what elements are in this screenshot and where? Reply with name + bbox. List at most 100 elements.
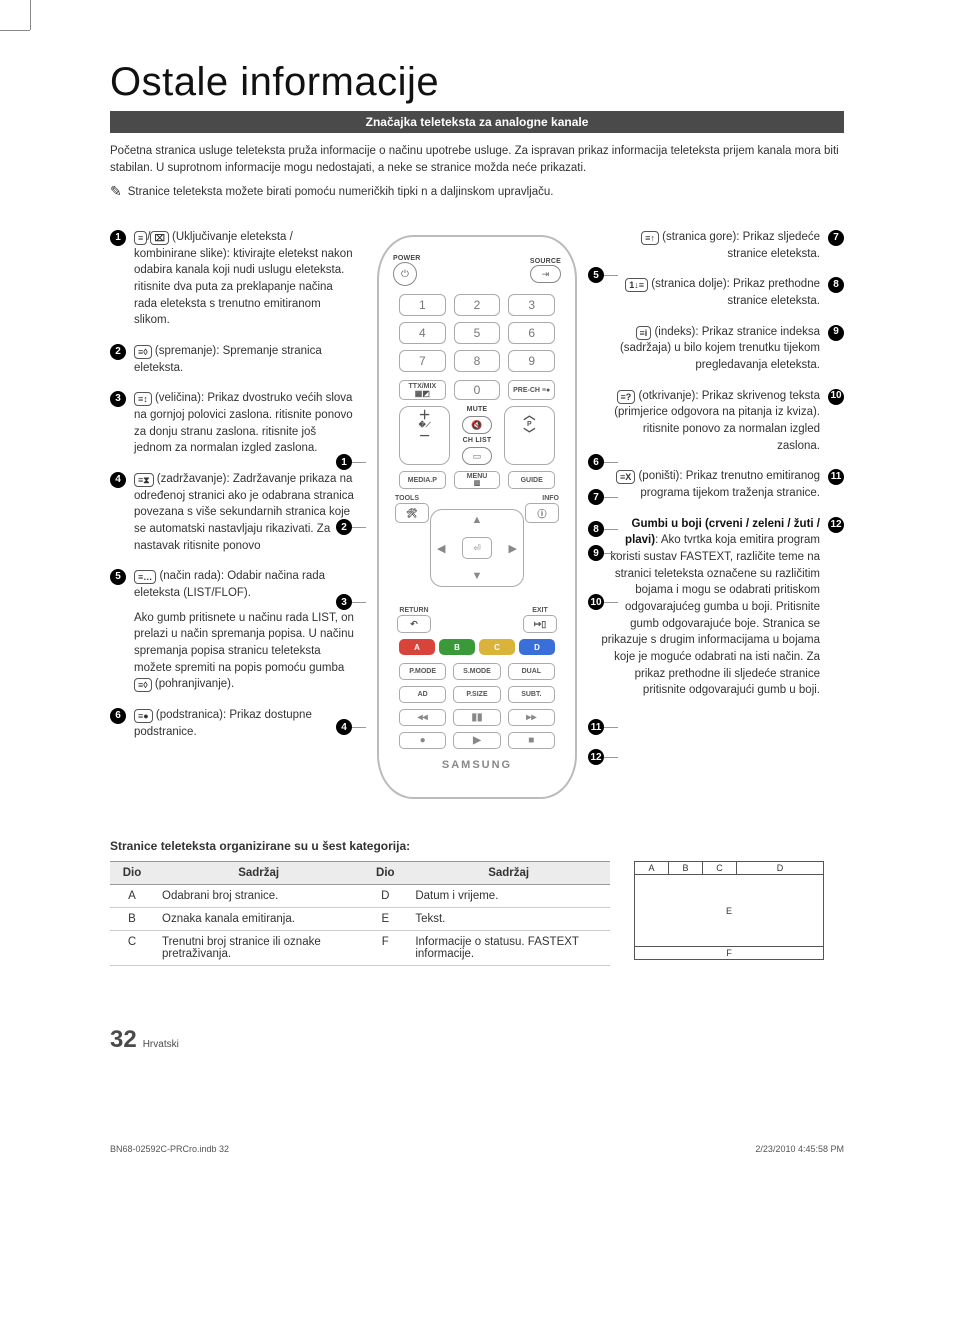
- teletext-symbol-icon: ⌧: [150, 231, 168, 245]
- tools-button[interactable]: 🛠: [395, 503, 429, 523]
- arrow-up-icon[interactable]: ▲: [472, 514, 483, 526]
- item-badge: 9: [828, 325, 844, 341]
- callout-badge: 12: [588, 749, 604, 765]
- num-key-3[interactable]: 3: [508, 294, 555, 316]
- num-key-1[interactable]: 1: [399, 294, 446, 316]
- color-button-b[interactable]: B: [439, 639, 475, 655]
- channel-rocker[interactable]: ︿P﹀: [504, 406, 555, 465]
- teletext-symbol-icon: ≡: [134, 231, 147, 245]
- arrow-left-icon[interactable]: ◀: [437, 542, 445, 555]
- mute-button[interactable]: 🔇: [462, 416, 492, 434]
- power-button[interactable]: ⏻: [393, 262, 417, 286]
- left-item: 2 ≡◊ (spremanje): Spremanje stranica elet…: [110, 343, 356, 376]
- mode-button[interactable]: DUAL: [508, 663, 555, 680]
- transport-button[interactable]: ▮▮: [453, 709, 500, 726]
- transport-button[interactable]: ■: [508, 732, 555, 749]
- mode-button[interactable]: AD: [399, 686, 446, 703]
- item-badge: 2: [110, 344, 126, 360]
- arrow-right-icon[interactable]: ▶: [509, 542, 517, 555]
- right-item: ≡↑ (stranica gore): Prikaz sljedeće stra…: [598, 229, 844, 262]
- callout-line: [604, 757, 618, 758]
- item-badge: 8: [828, 277, 844, 293]
- right-item: ≡? (otkrivanje): Prikaz skrivenog teksta…: [598, 388, 844, 455]
- footer: BN68-02592C-PRCro.indb 32 2/23/2010 4:45…: [110, 1144, 844, 1154]
- section-banner: Značajka teleteksta za analogne kanale: [110, 111, 844, 133]
- diagram-cell-d: D: [737, 862, 823, 875]
- source-button[interactable]: ⇥: [530, 265, 561, 283]
- num-key-9[interactable]: 9: [508, 350, 555, 372]
- diagram-cell-a: A: [635, 862, 669, 875]
- table-header: Sadržaj: [154, 862, 363, 885]
- ttx-mix-button[interactable]: TTX/MIX▦◩: [399, 380, 446, 400]
- media-p-button[interactable]: MEDIA.P: [399, 471, 446, 489]
- num-key-6[interactable]: 6: [508, 322, 555, 344]
- table-header: Dio: [363, 862, 407, 885]
- right-item: ≡X (poništi): Prikaz trenutno emitiranog…: [598, 468, 844, 501]
- mode-button[interactable]: P.SIZE: [453, 686, 500, 703]
- table-cell: Odabrani broj stranice.: [154, 885, 363, 908]
- teletext-symbol-icon: ≡◊: [134, 678, 152, 692]
- transport-button[interactable]: ◂◂: [399, 709, 446, 726]
- transport-button[interactable]: ▶: [453, 732, 500, 749]
- color-button-a[interactable]: A: [399, 639, 435, 655]
- return-label: RETURN: [399, 607, 428, 614]
- table-header: Dio: [110, 862, 154, 885]
- item-badge: 7: [828, 230, 844, 246]
- pre-ch-button[interactable]: PRE-CH ≡●: [508, 380, 555, 400]
- page: Ostale informacije Značajka teleteksta z…: [0, 0, 954, 1184]
- right-item: ≡i (indeks): Prikaz stranice indeksa (sa…: [598, 324, 844, 374]
- table-cell: B: [110, 908, 154, 931]
- color-buttons: ABCD: [399, 639, 555, 655]
- num-key-2[interactable]: 2: [454, 294, 501, 316]
- item-badge: 10: [828, 389, 844, 405]
- transport-button[interactable]: ▸▸: [508, 709, 555, 726]
- left-item: 3≡↕ (veličina): Prikaz dvostruko većih s…: [110, 390, 356, 457]
- info-button[interactable]: ⓘ: [525, 503, 559, 523]
- right-column: ≡↑ (stranica gore): Prikaz sljedeće stra…: [598, 229, 844, 713]
- menu-button[interactable]: MENU▥: [454, 471, 501, 489]
- arrow-down-icon[interactable]: ▼: [472, 570, 483, 582]
- table-header: Sadržaj: [407, 862, 610, 885]
- mode-button[interactable]: S.MODE: [453, 663, 500, 680]
- exit-button[interactable]: ↦▯: [523, 615, 557, 633]
- brand-logo: SAMSUNG: [393, 759, 561, 771]
- table-cell: Oznaka kanala emitiranja.: [154, 908, 363, 931]
- item-subtext: Ako gumb pritisnete u načinu rada LIST, …: [134, 610, 356, 693]
- color-button-c[interactable]: C: [479, 639, 515, 655]
- teletext-symbol-icon: ≡⧗: [134, 473, 154, 487]
- return-button[interactable]: ↶: [397, 615, 431, 633]
- page-number: 32Hrvatski: [110, 1026, 179, 1053]
- callout: 12: [588, 749, 618, 765]
- color-button-d[interactable]: D: [519, 639, 555, 655]
- mode-button[interactable]: SUBT.: [508, 686, 555, 703]
- num-key-5[interactable]: 5: [454, 322, 501, 344]
- num-key-0[interactable]: 0: [454, 380, 501, 400]
- diagram-cell-f: F: [635, 947, 823, 959]
- num-key-7[interactable]: 7: [399, 350, 446, 372]
- guide-button[interactable]: GUIDE: [508, 471, 555, 489]
- d-pad[interactable]: ▲ ▼ ◀ ▶ ⏎: [430, 509, 524, 587]
- transport-button[interactable]: ●: [399, 732, 446, 749]
- callout-line: [604, 727, 618, 728]
- item-badge: 11: [828, 469, 844, 485]
- crop-marks: [0, 0, 60, 60]
- num-key-4[interactable]: 4: [399, 322, 446, 344]
- item-text: ≡◊ (spremanje): Spremanje stranica elete…: [134, 343, 356, 376]
- mode-button[interactable]: P.MODE: [399, 663, 446, 680]
- remote-diagram: POWER ⏻ SOURCE ⇥ 123456789 TTX/MIX▦◩ 0 P…: [368, 229, 586, 799]
- num-key-8[interactable]: 8: [454, 350, 501, 372]
- item-text: ≡● (podstranica): Prikaz dostupne podstr…: [134, 707, 356, 740]
- volume-rocker[interactable]: ＋�⟋－: [399, 406, 450, 465]
- ch-list-button[interactable]: ▭: [462, 447, 492, 465]
- footer-filename: BN68-02592C-PRCro.indb 32: [110, 1144, 229, 1154]
- chlist-label: CH LIST: [463, 437, 492, 444]
- item-text: ≡… (način rada): Odabir načina rada elet…: [134, 568, 356, 601]
- diagram-cell-c: C: [703, 862, 737, 875]
- item-badge: 4: [110, 472, 126, 488]
- callout: 11: [588, 719, 618, 735]
- table-row: BOznaka kanala emitiranja.ETekst.: [110, 908, 610, 931]
- enter-button[interactable]: ⏎: [462, 537, 492, 559]
- teletext-symbol-icon: ≡◊: [134, 345, 152, 359]
- page-title: Ostale informacije: [110, 60, 844, 105]
- left-item: 5≡… (način rada): Odabir načina rada ele…: [110, 568, 356, 601]
